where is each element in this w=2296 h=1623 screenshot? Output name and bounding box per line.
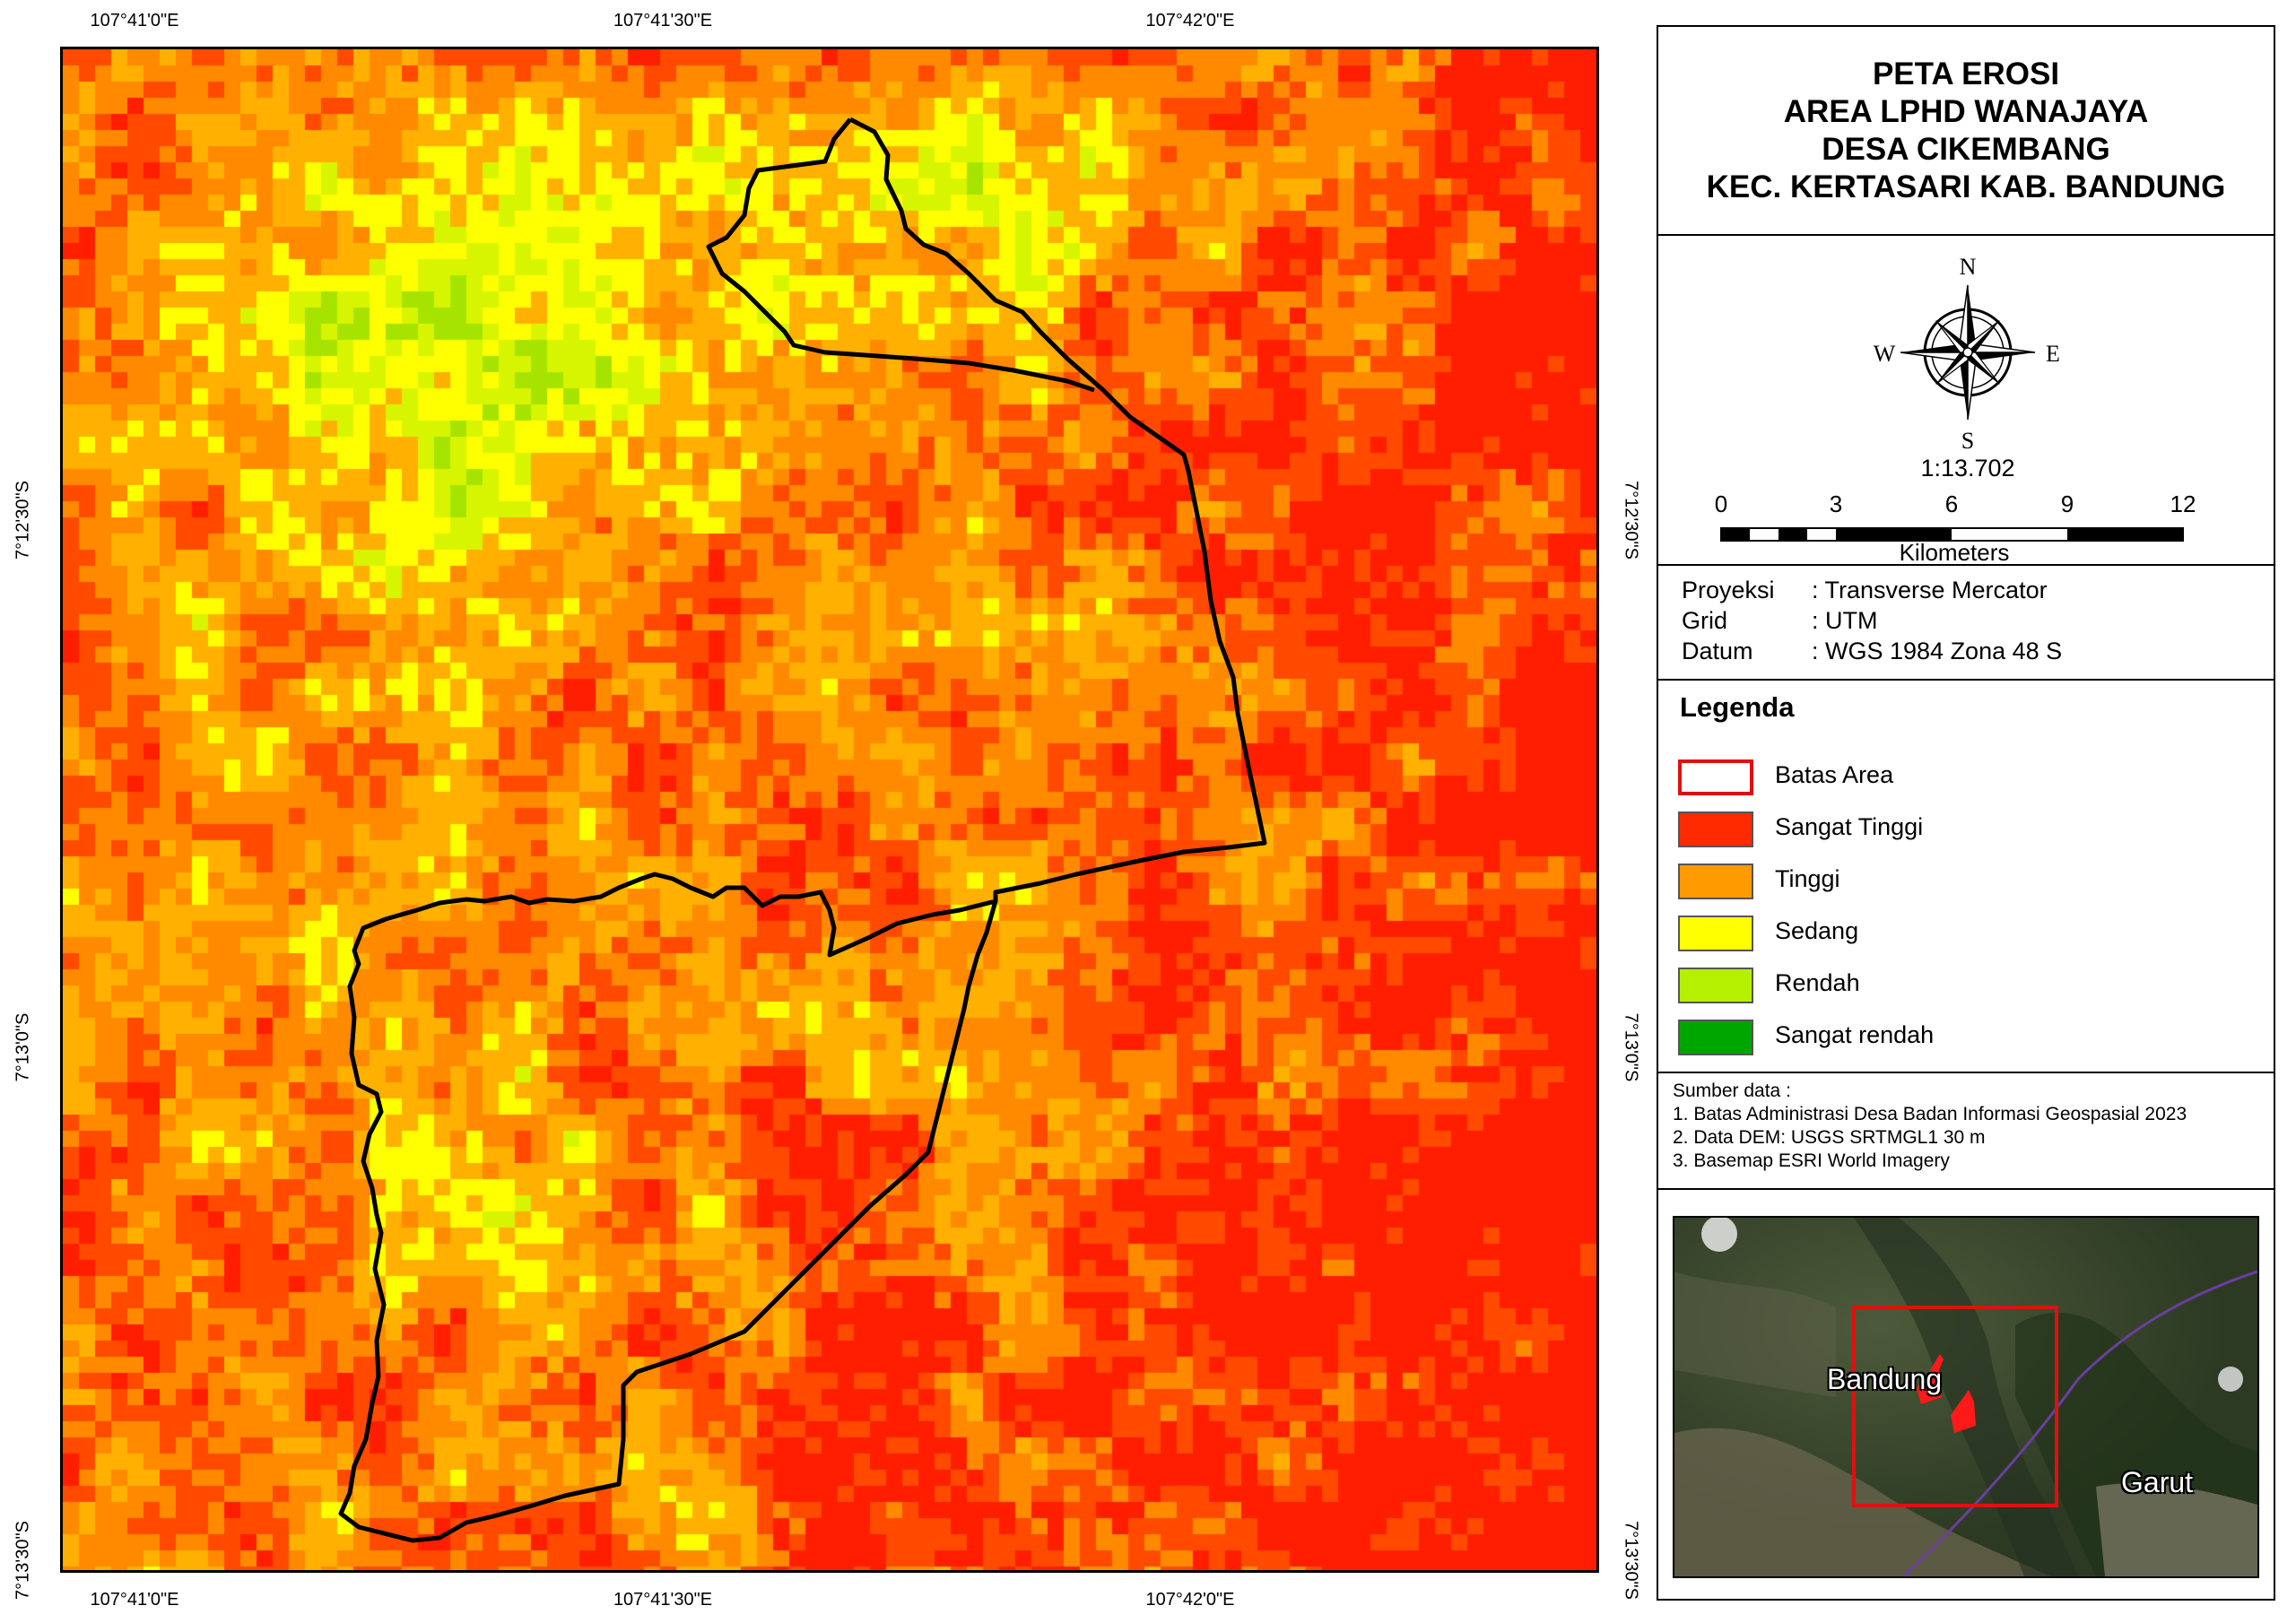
coord-bottom-3: 107°42'0"E bbox=[1145, 1590, 1235, 1610]
coord-top-1: 107°41'0"E bbox=[90, 11, 179, 30]
coord-right-3: 7°13'30"S bbox=[1621, 1521, 1641, 1600]
source-line-2: 2. Data DEM: USGS SRTMGL1 30 m bbox=[1673, 1127, 1986, 1148]
legend-label: Batas Area bbox=[1775, 761, 1894, 788]
info-key: Grid bbox=[1682, 607, 1728, 634]
info-value: : UTM bbox=[1812, 607, 1878, 634]
coord-bottom-2: 107°41'30"E bbox=[613, 1590, 713, 1610]
area-boundary-north bbox=[338, 117, 1267, 1543]
source-title: Sumber data : bbox=[1673, 1081, 1791, 1101]
scale-tick-0: 0 bbox=[1715, 490, 1727, 517]
inset-label-bandung: Bandung bbox=[1827, 1363, 1943, 1395]
coord-left-2: 7°13'0"S bbox=[13, 1012, 33, 1082]
map-title-line-2: AREA LPHD WANAJAYA bbox=[1783, 93, 2149, 129]
info-key: Datum bbox=[1682, 638, 1753, 664]
scale-bar bbox=[1720, 527, 2184, 542]
inset-imagery bbox=[1674, 1218, 2257, 1576]
info-value: : WGS 1984 Zona 48 S bbox=[1812, 638, 2063, 664]
legend-swatch-outline bbox=[1678, 759, 1753, 795]
coord-top-2: 107°41'30"E bbox=[613, 11, 713, 30]
map-title-line-1: PETA EROSI bbox=[1872, 56, 2060, 91]
compass-scale-graphic: N S E W 1:13.702 0 3 6 9 12 Kilometers bbox=[1715, 254, 2196, 566]
compass-scale-section: N S E W 1:13.702 0 3 6 9 12 Kilometers bbox=[1658, 236, 2274, 566]
scale-tick-3: 3 bbox=[1830, 490, 1842, 517]
info-row-grid: Grid : UTM bbox=[1682, 607, 1878, 635]
legend-label: Sangat Tinggi bbox=[1775, 813, 1924, 840]
info-value: : Transverse Mercator bbox=[1812, 577, 2048, 603]
inset-section: Bandung Garut bbox=[1658, 1190, 2274, 1601]
source-line-3: 3. Basemap ESRI World Imagery bbox=[1673, 1150, 1950, 1171]
compass-rose-icon bbox=[1900, 284, 2036, 421]
legend-swatch bbox=[1678, 916, 1753, 951]
compass-west: W bbox=[1874, 341, 1896, 367]
coord-right-1: 7°12'30"S bbox=[1621, 481, 1641, 560]
area-boundary-layer bbox=[338, 117, 1267, 1543]
scale-tick-12: 12 bbox=[2170, 490, 2196, 517]
coord-bottom-1: 107°41'0"E bbox=[90, 1590, 179, 1610]
coord-right-2: 7°13'0"S bbox=[1621, 1012, 1641, 1082]
compass-east: E bbox=[2046, 341, 2060, 367]
legend-swatch bbox=[1678, 864, 1753, 899]
coord-left-3: 7°13'30"S bbox=[13, 1521, 33, 1600]
inset-label-garut: Garut bbox=[2121, 1466, 2194, 1498]
legend-title: Legenda bbox=[1680, 691, 1795, 723]
inset-area-north bbox=[1917, 1354, 1944, 1404]
inset-area-south bbox=[1951, 1390, 1976, 1433]
map-title-line-4: KEC. KERTASARI KAB. BANDUNG bbox=[1706, 169, 2226, 204]
info-row-datum: Datum : WGS 1984 Zona 48 S bbox=[1682, 638, 2062, 665]
legend-swatch bbox=[1678, 812, 1753, 847]
scale-ratio: 1:13.702 bbox=[1920, 455, 2014, 482]
legend-label: Sangat rendah bbox=[1775, 1021, 1935, 1048]
inset-locator-map[interactable]: Bandung Garut bbox=[1673, 1216, 2259, 1578]
legend-label: Tinggi bbox=[1775, 865, 1840, 892]
legend-swatch bbox=[1678, 1020, 1753, 1055]
map-title-line-3: DESA CIKEMBANG bbox=[1822, 131, 2110, 167]
erosion-raster bbox=[63, 49, 1596, 1570]
map-info-panel: PETA EROSI AREA LPHD WANAJAYA DESA CIKEM… bbox=[1657, 25, 2275, 1601]
legend-label: Rendah bbox=[1775, 969, 1860, 996]
info-key: Proyeksi bbox=[1682, 577, 1775, 603]
scale-unit: Kilometers bbox=[1900, 539, 2010, 566]
info-row-projection: Proyeksi : Transverse Mercator bbox=[1682, 577, 2048, 604]
projection-info-section: Proyeksi: Transverse Mercator Grid: UTM … bbox=[1658, 566, 2274, 681]
area-boundary-upper bbox=[706, 117, 1095, 393]
legend-swatch bbox=[1678, 968, 1753, 1003]
compass-north: N bbox=[1960, 254, 1977, 280]
coord-top-3: 107°42'0"E bbox=[1145, 11, 1235, 30]
title-section: PETA EROSI AREA LPHD WANAJAYA DESA CIKEM… bbox=[1658, 27, 2274, 236]
coord-left-1: 7°12'30"S bbox=[13, 481, 33, 560]
source-line-1: 1. Batas Administrasi Desa Badan Informa… bbox=[1673, 1104, 2187, 1124]
scale-tick-6: 6 bbox=[1945, 490, 1958, 517]
legend-section: Legenda Batas Area Sangat Tinggi Tinggi … bbox=[1658, 681, 2274, 1073]
scale-tick-9: 9 bbox=[2061, 490, 2074, 517]
inset-extent-frame bbox=[1852, 1306, 2058, 1507]
erosion-map[interactable] bbox=[60, 47, 1599, 1573]
data-source-section: Sumber data : 1. Batas Administrasi Desa… bbox=[1658, 1073, 2274, 1190]
compass-south: S bbox=[1961, 428, 1974, 454]
legend-label: Sedang bbox=[1775, 917, 1859, 944]
